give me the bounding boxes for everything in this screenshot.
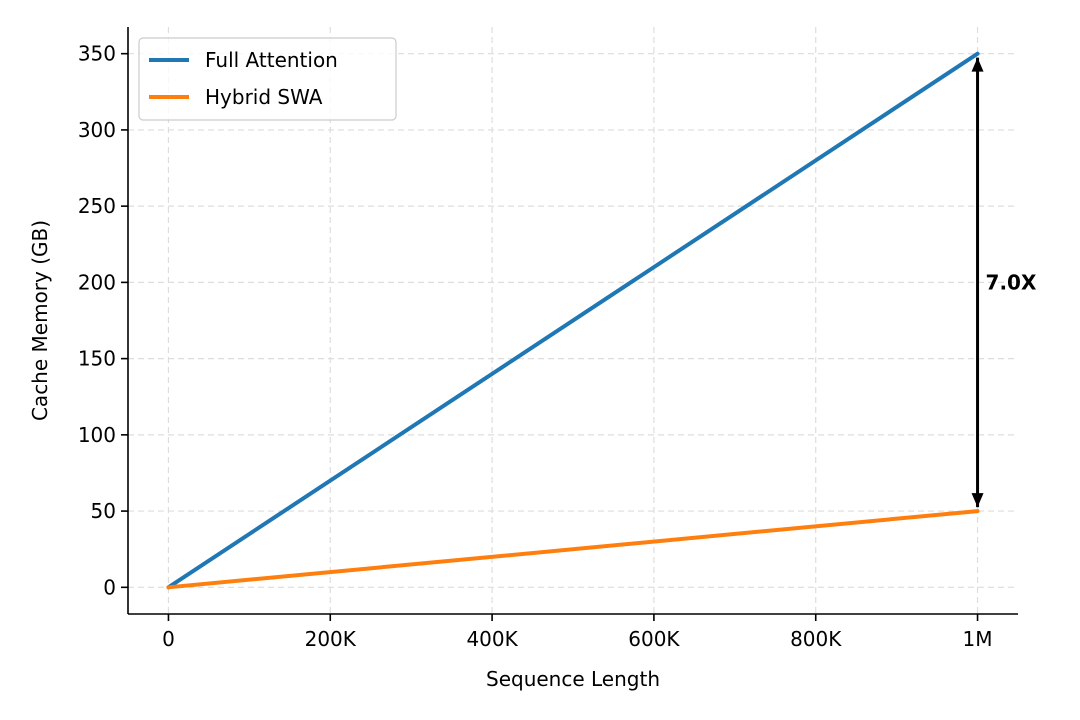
y-tick-label: 250 bbox=[78, 194, 116, 218]
y-tick-label: 150 bbox=[78, 347, 116, 371]
grid bbox=[128, 27, 1018, 614]
y-tick-label: 200 bbox=[78, 270, 116, 294]
x-axis-label: Sequence Length bbox=[486, 667, 660, 691]
arrow-head-top bbox=[971, 57, 984, 72]
y-axis-label: Cache Memory (GB) bbox=[28, 220, 52, 421]
series-line-hybrid-swa bbox=[166, 509, 980, 590]
legend-box bbox=[138, 37, 397, 121]
ratio-annotation: 7.0X bbox=[971, 57, 1037, 508]
x-tick-label: 800K bbox=[790, 627, 842, 651]
legend-label-full-attention: Full Attention bbox=[205, 48, 338, 72]
axes bbox=[127, 27, 1018, 615]
arrow-head-bottom bbox=[971, 493, 984, 508]
y-tick-label: 100 bbox=[78, 423, 116, 447]
legend: Full Attention Hybrid SWA bbox=[138, 37, 397, 121]
x-ticks: 0 200K 400K 600K 800K 1M bbox=[162, 614, 993, 651]
y-ticks: 0 50 100 150 200 250 300 350 bbox=[78, 42, 128, 599]
ratio-label: 7.0X bbox=[986, 270, 1037, 294]
y-tick-label: 50 bbox=[91, 499, 116, 523]
y-tick-label: 0 bbox=[103, 575, 116, 599]
x-tick-label: 1M bbox=[963, 627, 993, 651]
x-tick-label: 0 bbox=[162, 627, 175, 651]
y-tick-label: 350 bbox=[78, 42, 116, 66]
x-tick-label: 200K bbox=[305, 627, 357, 651]
legend-label-hybrid-swa: Hybrid SWA bbox=[205, 85, 323, 109]
series-line-full-attention bbox=[166, 51, 980, 590]
series-lines bbox=[166, 51, 980, 590]
y-tick-label: 300 bbox=[78, 118, 116, 142]
x-tick-label: 600K bbox=[628, 627, 680, 651]
x-tick-label: 400K bbox=[466, 627, 518, 651]
